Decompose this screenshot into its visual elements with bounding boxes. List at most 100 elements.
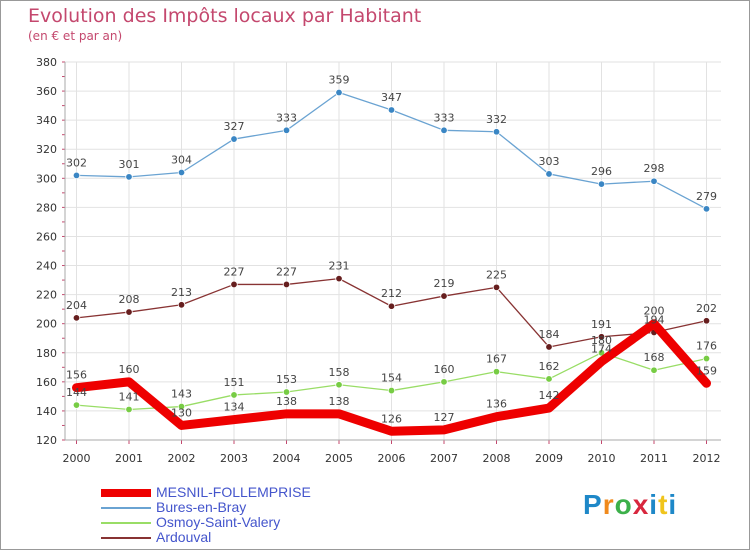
legend: MESNIL-FOLLEMPRISE Bures-en-Bray Osmoy-S… <box>101 484 401 545</box>
data-point-bures <box>282 126 291 135</box>
legend-swatch-ardouval <box>101 537 151 539</box>
y-tick-label: 180 <box>36 347 57 360</box>
data-point-ardouval <box>335 274 343 283</box>
x-tick-label: 2001 <box>115 452 143 465</box>
data-label-ardouval: 184 <box>539 328 560 341</box>
x-tick-label: 2010 <box>588 452 616 465</box>
data-point-osmoy <box>335 381 343 389</box>
data-point-osmoy <box>545 375 553 383</box>
y-tick-label: 380 <box>36 56 57 69</box>
data-label-osmoy: 162 <box>539 360 560 373</box>
data-point-ardouval <box>545 343 553 351</box>
data-point-bures <box>492 128 501 136</box>
x-tick-label: 2007 <box>430 452 458 465</box>
data-point-bures <box>72 171 81 180</box>
data-label-ardouval: 225 <box>486 268 507 281</box>
data-label-mesnil: 127 <box>434 411 455 424</box>
data-label-osmoy: 167 <box>486 353 507 366</box>
data-point-bures <box>597 180 606 188</box>
data-label-mesnil: 138 <box>329 395 350 408</box>
data-point-bures <box>702 205 711 213</box>
x-tick-label: 2008 <box>483 452 511 465</box>
x-tick-label: 2011 <box>640 452 668 465</box>
legend-swatch-osmoy <box>101 522 151 524</box>
data-label-osmoy: 144 <box>66 386 87 399</box>
data-point-ardouval <box>177 301 186 309</box>
legend-label-bures: Bures-en-Bray <box>156 499 247 515</box>
data-label-bures: 301 <box>119 158 140 171</box>
data-point-ardouval <box>72 314 81 322</box>
y-tick-label: 360 <box>36 85 57 98</box>
data-label-ardouval: 231 <box>329 260 350 273</box>
data-label-ardouval: 204 <box>66 299 87 312</box>
y-tick-label: 320 <box>36 143 57 156</box>
data-label-mesnil: 134 <box>224 401 245 414</box>
data-point-osmoy <box>125 405 133 414</box>
data-label-mesnil: 200 <box>644 305 665 318</box>
data-label-bures: 298 <box>644 162 665 175</box>
data-point-mesnil <box>650 319 658 328</box>
data-label-bures: 279 <box>696 190 717 203</box>
data-label-osmoy: 154 <box>381 372 402 385</box>
x-tick-label: 2003 <box>220 452 248 465</box>
data-point-osmoy <box>230 391 238 399</box>
data-point-ardouval <box>492 283 501 292</box>
data-label-ardouval: 227 <box>224 265 245 278</box>
data-label-mesnil: 156 <box>66 369 87 382</box>
data-label-ardouval: 227 <box>276 265 297 278</box>
y-tick-label: 200 <box>36 318 57 331</box>
y-tick-label: 260 <box>36 230 57 243</box>
legend-item-mesnil: MESNIL-FOLLEMPRISE <box>101 484 401 500</box>
data-label-ardouval: 208 <box>119 293 140 306</box>
data-label-bures: 333 <box>276 111 297 124</box>
legend-item-ardouval: Ardouval <box>101 529 401 545</box>
data-label-osmoy: 143 <box>171 388 192 401</box>
chart-subtitle: (en € et par an) <box>28 29 123 43</box>
data-label-bures: 302 <box>66 156 87 169</box>
legend-item-osmoy: Osmoy-Saint-Valery <box>101 514 401 530</box>
data-label-osmoy: 158 <box>329 366 350 379</box>
data-label-bures: 303 <box>539 155 560 168</box>
chart-title: Evolution des Impôts locaux par Habitant <box>28 5 422 27</box>
y-tick-label: 300 <box>36 172 57 185</box>
data-point-osmoy <box>282 388 291 396</box>
data-point-osmoy <box>440 378 448 386</box>
data-label-mesnil: 160 <box>119 363 140 376</box>
data-point-ardouval <box>597 333 606 341</box>
data-label-ardouval: 213 <box>171 286 192 299</box>
data-label-bures: 333 <box>434 111 455 124</box>
data-point-ardouval <box>230 280 238 289</box>
proxiti-logo: Proxiti <box>583 489 678 520</box>
data-point-osmoy <box>177 402 186 411</box>
y-tick-label: 280 <box>36 201 57 214</box>
data-point-ardouval <box>440 292 448 300</box>
data-point-bures <box>335 88 343 97</box>
x-tick-label: 2002 <box>168 452 196 465</box>
data-label-osmoy: 168 <box>644 351 665 364</box>
data-point-osmoy <box>702 354 711 363</box>
data-label-mesnil: 174 <box>591 342 612 355</box>
y-tick-label: 140 <box>36 405 57 418</box>
x-tick-label: 2004 <box>273 452 301 465</box>
data-point-ardouval <box>282 280 291 289</box>
data-point-mesnil <box>125 377 133 386</box>
x-tick-label: 2006 <box>378 452 406 465</box>
data-label-bures: 347 <box>381 91 402 104</box>
data-point-mesnil <box>72 383 81 392</box>
x-tick-label: 2000 <box>63 452 91 465</box>
data-label-mesnil: 138 <box>276 395 297 408</box>
data-point-mesnil <box>230 415 238 424</box>
data-label-ardouval: 191 <box>591 318 612 331</box>
legend-swatch-mesnil <box>101 489 151 497</box>
data-point-bures <box>650 177 658 185</box>
plot-area <box>65 62 721 440</box>
data-label-bures: 327 <box>224 120 245 133</box>
y-tick-label: 220 <box>36 289 57 302</box>
data-point-bures <box>387 106 396 114</box>
data-point-ardouval <box>702 317 711 325</box>
data-label-mesnil: 142 <box>539 389 560 402</box>
data-point-ardouval <box>387 302 396 310</box>
data-point-mesnil <box>282 409 291 418</box>
